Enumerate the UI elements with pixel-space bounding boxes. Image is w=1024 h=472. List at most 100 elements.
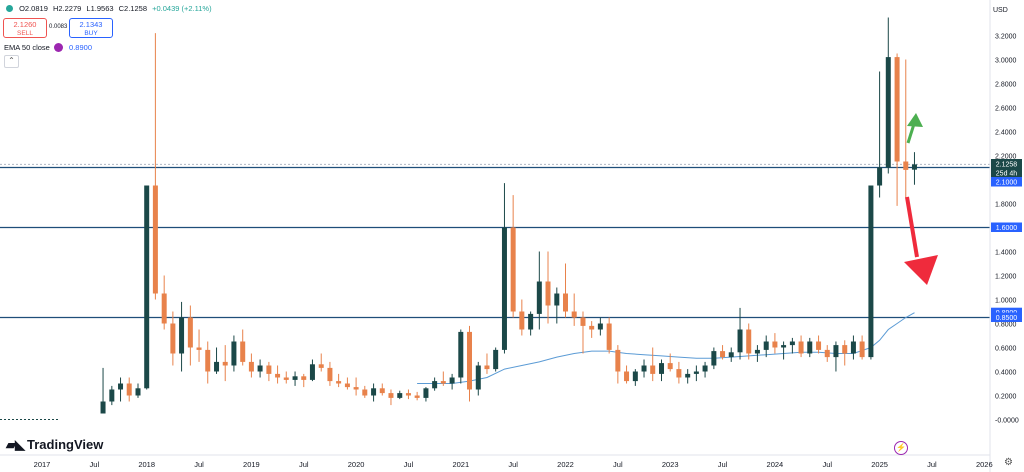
settings-icon[interactable] [53,43,63,52]
candle [632,371,638,382]
candle [379,388,385,394]
x-tick-label: Jul [822,460,832,469]
candle [606,323,612,350]
candle [728,352,734,358]
candle [440,381,446,384]
spread-value: 0.0083 [49,24,68,30]
candle [152,185,158,294]
candle [257,365,263,372]
candle [336,381,342,384]
candle [301,376,307,380]
candle [754,349,760,354]
price-tag-box [991,222,1022,232]
candle [248,361,254,372]
candle [309,364,315,380]
candle [205,349,211,372]
tradingview-mark-icon: ▰◣ [6,437,25,452]
candle [475,365,481,390]
change-value: +0.0439 (+2.11%) [152,4,212,13]
ema-line [417,312,915,384]
ema-name: EMA 50 close [4,43,50,52]
candle [135,388,141,396]
y-tick-label: 0.4000 [995,370,1017,377]
candle [763,341,769,350]
candle [222,361,228,366]
candle [179,317,185,354]
candle [100,401,106,414]
y-tick-label: 3.2000 [995,34,1017,41]
candle [615,349,621,372]
candle [824,349,830,358]
candle [798,341,804,354]
candle [292,376,298,380]
down-arrow-head [904,255,938,285]
price-tag-label: 1.6000 [996,225,1018,232]
price-tag-label: 0.8500 [996,315,1018,322]
candle [170,323,176,354]
ema-layer [417,312,915,384]
candle [484,365,490,370]
x-tick-label: 2025 [871,460,888,469]
candle [911,164,917,170]
candle [676,369,682,378]
candles-layer [100,17,917,414]
candle [885,57,891,168]
candle [458,331,464,378]
y-tick-label: 0.6000 [995,346,1017,353]
tradingview-logo: ▰◣ TradingView [6,437,103,453]
candle [641,365,647,372]
x-tick-label: Jul [718,460,728,469]
candle [536,281,542,314]
collapse-icon[interactable]: ⌃ [4,55,19,68]
candle [266,365,272,374]
currency-label[interactable]: USD [993,7,1008,14]
close-value: C2.1258 [118,4,147,13]
ema-value: 0.8900 [69,43,92,52]
price-tag-box [991,177,1022,187]
symbol-status-icon [6,5,13,12]
buy-button[interactable]: 2.1343 BUY [69,18,113,38]
gear-icon[interactable]: ⚙ [1004,457,1013,468]
candle [449,377,455,384]
candle [685,373,691,378]
price-tag-label: 2.1258 [996,161,1018,168]
candle [903,161,909,170]
candle [371,388,377,396]
candle [397,393,403,398]
ema-legend[interactable]: EMA 50 close 0.8900 [4,43,92,52]
candle [275,373,281,378]
y-tick-label: 3.0000 [995,58,1017,65]
x-tick-label: 2022 [557,460,574,469]
x-tick-label: 2019 [243,460,260,469]
candle [510,227,516,312]
sell-price: 2.1260 [13,20,37,29]
candle [362,389,368,396]
candle [423,388,429,398]
candle [501,227,507,350]
candle [711,351,717,366]
candle [240,341,246,362]
price-tag-box [991,159,1022,169]
candle [807,341,813,354]
candle [650,365,656,374]
x-tick-label: 2024 [767,460,784,469]
price-tag-box [991,307,1022,318]
up-arrow-head [907,113,923,127]
x-tick-label: Jul [404,460,414,469]
y-tick-label: -0.0000 [995,418,1019,425]
candle [746,329,752,354]
flash-icon[interactable]: ⚡ [894,441,908,455]
y-tick-label: 0.2000 [995,394,1017,401]
sell-button[interactable]: 2.1260 SELL [3,18,47,38]
candle [624,371,630,382]
candle [414,395,420,398]
price-tag-box [991,168,1022,178]
y-tick-label: 2.4000 [995,130,1017,137]
x-tick-label: Jul [299,460,309,469]
candle [877,167,883,186]
candle [563,293,568,312]
x-tick-label: 2026 [976,460,993,469]
y-tick-label: 1.8000 [995,202,1017,209]
